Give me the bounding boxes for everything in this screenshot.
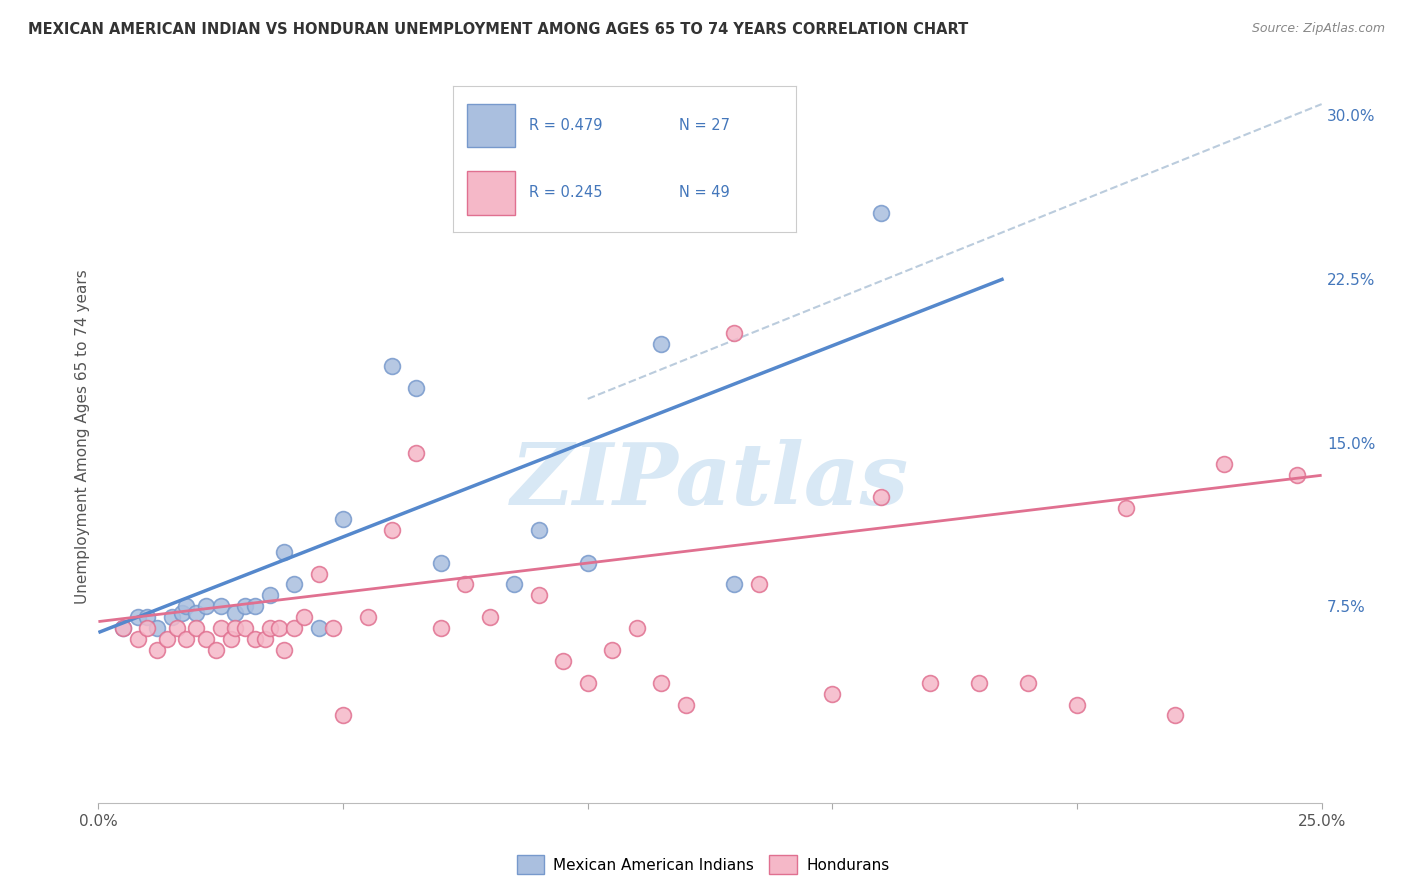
Point <box>233 599 256 614</box>
Point <box>332 512 354 526</box>
Point <box>527 523 550 537</box>
Point <box>233 621 256 635</box>
Point <box>600 643 623 657</box>
Point <box>111 621 134 635</box>
Point <box>870 490 893 504</box>
Point <box>166 621 188 635</box>
Point <box>1017 675 1039 690</box>
Point <box>259 588 281 602</box>
Legend: Mexican American Indians, Hondurans: Mexican American Indians, Hondurans <box>510 849 896 880</box>
Point <box>405 446 427 460</box>
Point <box>283 577 305 591</box>
Point <box>332 708 354 723</box>
Point <box>650 337 672 351</box>
Point <box>186 621 208 635</box>
Point <box>160 610 183 624</box>
Point <box>176 632 198 646</box>
Point <box>273 545 295 559</box>
Text: Source: ZipAtlas.com: Source: ZipAtlas.com <box>1251 22 1385 36</box>
Point <box>1212 458 1234 472</box>
Point <box>243 632 266 646</box>
Point <box>626 621 648 635</box>
Point <box>205 643 228 657</box>
Point <box>381 523 404 537</box>
Point <box>920 675 942 690</box>
Point <box>576 556 599 570</box>
Point <box>381 359 404 373</box>
Point <box>136 621 159 635</box>
Point <box>195 599 218 614</box>
Text: ZIPatlas: ZIPatlas <box>510 439 910 523</box>
Point <box>723 577 745 591</box>
Point <box>195 632 218 646</box>
Point <box>269 621 291 635</box>
Point <box>967 675 990 690</box>
Point <box>136 610 159 624</box>
Point <box>1286 468 1309 483</box>
Point <box>146 621 169 635</box>
Point <box>219 632 242 646</box>
Point <box>111 621 134 635</box>
Point <box>675 698 697 712</box>
Point <box>322 621 344 635</box>
Point <box>146 643 169 657</box>
Point <box>1164 708 1187 723</box>
Point <box>553 654 575 668</box>
Point <box>127 632 149 646</box>
Point <box>503 577 526 591</box>
Point <box>308 621 330 635</box>
Point <box>127 610 149 624</box>
Point <box>283 621 305 635</box>
Point <box>209 621 232 635</box>
Point <box>1066 698 1088 712</box>
Point <box>430 621 453 635</box>
Point <box>821 687 844 701</box>
Point <box>186 606 208 620</box>
Point <box>405 381 427 395</box>
Point <box>273 643 295 657</box>
Point <box>723 326 745 341</box>
Point <box>243 599 266 614</box>
Point <box>478 610 501 624</box>
Point <box>176 599 198 614</box>
Point <box>430 556 453 570</box>
Point <box>1115 501 1137 516</box>
Point <box>650 675 672 690</box>
Point <box>292 610 315 624</box>
Point <box>224 621 246 635</box>
Text: MEXICAN AMERICAN INDIAN VS HONDURAN UNEMPLOYMENT AMONG AGES 65 TO 74 YEARS CORRE: MEXICAN AMERICAN INDIAN VS HONDURAN UNEM… <box>28 22 969 37</box>
Point <box>527 588 550 602</box>
Y-axis label: Unemployment Among Ages 65 to 74 years: Unemployment Among Ages 65 to 74 years <box>75 269 90 605</box>
Point <box>454 577 477 591</box>
Point <box>209 599 232 614</box>
Point <box>259 621 281 635</box>
Point <box>253 632 276 646</box>
Point <box>156 632 179 646</box>
Point <box>170 606 193 620</box>
Point <box>356 610 378 624</box>
Point <box>224 606 246 620</box>
Point <box>748 577 770 591</box>
Point <box>870 206 893 220</box>
Point <box>308 566 330 581</box>
Point <box>576 675 599 690</box>
